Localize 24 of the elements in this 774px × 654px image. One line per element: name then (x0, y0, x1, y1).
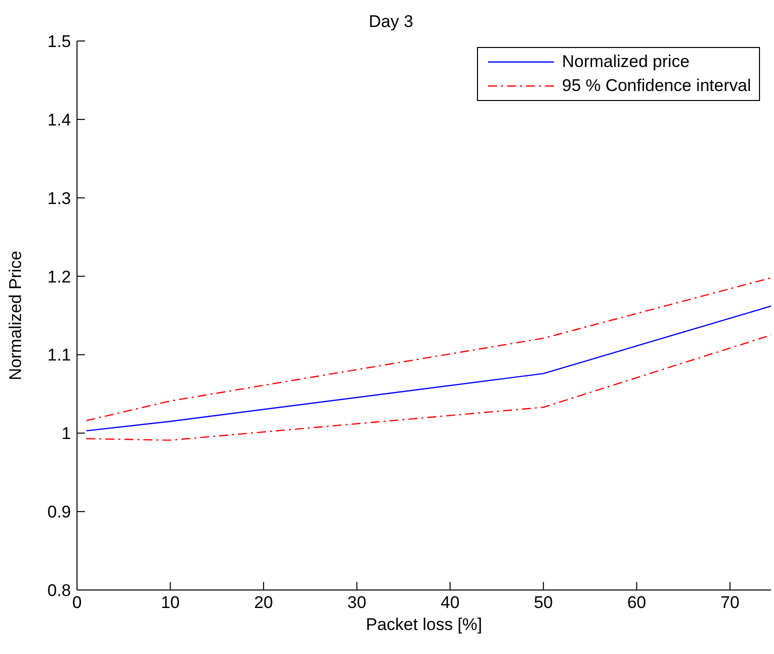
x-tick-label: 50 (534, 593, 553, 612)
line-series (86, 305, 771, 432)
x-axis-title: Packet loss [%] (366, 615, 482, 634)
x-tick-label: 40 (440, 593, 460, 612)
y-tick-label: 0.9 (47, 502, 71, 522)
x-tick-label: 30 (347, 593, 366, 612)
x-tick-label: 60 (627, 593, 646, 612)
y-tick-label: 1 (62, 424, 71, 444)
line-series (86, 334, 771, 441)
x-tick-label: 20 (254, 593, 274, 612)
y-tick-label: 0.8 (47, 581, 71, 600)
y-tick-label: 1.4 (47, 110, 71, 130)
y-axis-title: Normalized Price (6, 250, 26, 380)
line-series (86, 277, 771, 422)
y-tick-label: 1.1 (47, 346, 71, 365)
x-tick-label: 10 (160, 593, 180, 612)
chart-title: Day 3 (368, 12, 414, 32)
y-tick-label: 1.3 (47, 188, 71, 208)
x-tick-label: 0 (72, 593, 82, 612)
y-tick-label: 1.2 (47, 267, 71, 286)
x-tick-label: 70 (720, 593, 740, 612)
legend-label: Normalized price (562, 51, 690, 73)
y-tick-label: 1.5 (47, 32, 71, 52)
legend-label: 95 % Confidence interval (562, 75, 751, 97)
